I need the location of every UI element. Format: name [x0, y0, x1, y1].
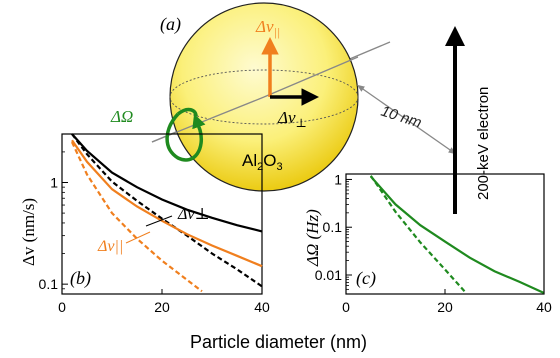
series-label-parallel: Δv|| [97, 238, 123, 255]
panel-c-xtick-label: 40 [536, 299, 552, 315]
panel-a-diagram: (a) Δv|| Δv⊥ ΔΩ 10 nm 200-keV electron A… [110, 2, 492, 214]
panel-b-series-line-1 [71, 133, 263, 288]
panel-b-series-line-0 [71, 133, 263, 233]
particle-material-label: Al2O3 [242, 151, 283, 173]
panel-c-ylabel: ΔΩ (Hz) [303, 209, 322, 267]
panel-b-ytick-label: 0.1 [39, 276, 59, 292]
panel-c-ytick-label: 0.1 [323, 219, 343, 235]
panel-label-b: (b) [70, 268, 91, 289]
velocity-perp-label: Δv⊥ [277, 108, 307, 130]
panel-b-chart: 0 20 40 0.1 1 (b) Δv (nm/s) Δv⊥ Δv|| [19, 133, 270, 315]
panel-c-xtick-label: 20 [437, 299, 453, 315]
panel-label-a: (a) [160, 14, 181, 35]
panel-c-series-line-1 [369, 175, 466, 293]
panel-c-xtick-label: 0 [342, 299, 350, 315]
series-label-perp: Δv⊥ [177, 206, 210, 223]
panel-label-c: (c) [356, 268, 376, 289]
panel-b-ylabel: Δv (nm/s) [19, 198, 38, 266]
electron-label: 200-keV electron [475, 87, 492, 200]
rotation-label: ΔΩ [110, 107, 133, 126]
rotation-arrow-back [176, 107, 198, 117]
panel-c-ytick-label: 1 [334, 171, 342, 187]
distance-label: 10 nm [379, 103, 424, 132]
panel-b-xtick-label: 20 [154, 299, 170, 315]
series-label-perp-leader [145, 215, 173, 227]
panel-b-xtick-label: 0 [58, 299, 66, 315]
panel-c-chart: 0 20 40 0.01 0.1 1 (c) ΔΩ (Hz) [303, 171, 552, 315]
panel-b-ytick-label: 1 [50, 174, 58, 190]
panel-b-series-line-2 [71, 139, 263, 268]
shared-xlabel: Particle diameter (nm) [190, 332, 367, 352]
panel-b-xtick-label: 40 [254, 299, 270, 315]
rotation-arrow [165, 112, 206, 162]
panel-c-ytick-label: 0.01 [315, 267, 342, 283]
axis-line-back [263, 56, 359, 98]
velocity-parallel-label: Δv|| [255, 17, 280, 39]
panel-b-series-line-3 [71, 141, 203, 293]
panel-c-series-line-0 [369, 175, 545, 295]
distance-arrow [356, 84, 457, 155]
series-label-parallel-leader [125, 231, 151, 244]
